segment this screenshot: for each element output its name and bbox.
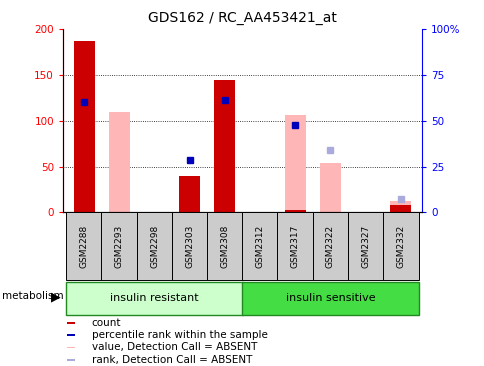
Text: GSM2293: GSM2293 bbox=[115, 224, 123, 268]
Bar bbox=[390, 201, 410, 212]
Text: GSM2308: GSM2308 bbox=[220, 224, 229, 268]
Text: insulin sensitive: insulin sensitive bbox=[285, 292, 375, 303]
Bar bbox=[101, 212, 137, 280]
Bar bbox=[242, 212, 277, 280]
Bar bbox=[312, 212, 348, 280]
Bar bbox=[136, 212, 172, 280]
Bar bbox=[66, 334, 76, 336]
Bar bbox=[66, 347, 76, 348]
Text: ▶: ▶ bbox=[51, 290, 60, 303]
Text: GSM2322: GSM2322 bbox=[325, 225, 334, 268]
Text: value, Detection Call = ABSENT: value, Detection Call = ABSENT bbox=[91, 343, 257, 352]
Bar bbox=[284, 210, 305, 212]
Bar bbox=[66, 359, 76, 361]
Title: GDS162 / RC_AA453421_at: GDS162 / RC_AA453421_at bbox=[148, 11, 336, 26]
Text: insulin resistant: insulin resistant bbox=[110, 292, 198, 303]
Bar bbox=[284, 115, 305, 212]
Bar bbox=[179, 176, 200, 212]
Bar bbox=[74, 41, 94, 212]
Text: count: count bbox=[91, 318, 121, 328]
Bar bbox=[382, 212, 418, 280]
Bar bbox=[66, 322, 76, 324]
Bar bbox=[347, 212, 383, 280]
Text: rank, Detection Call = ABSENT: rank, Detection Call = ABSENT bbox=[91, 355, 252, 365]
Text: metabolism: metabolism bbox=[2, 291, 64, 302]
Bar bbox=[108, 112, 130, 212]
Bar bbox=[214, 80, 235, 212]
Text: GSM2312: GSM2312 bbox=[255, 224, 264, 268]
Bar bbox=[390, 205, 410, 212]
Bar bbox=[242, 282, 418, 315]
Bar bbox=[66, 212, 102, 280]
Text: GSM2327: GSM2327 bbox=[361, 224, 369, 268]
Text: GSM2317: GSM2317 bbox=[290, 224, 299, 268]
Text: GSM2298: GSM2298 bbox=[150, 224, 159, 268]
Bar bbox=[277, 212, 313, 280]
Text: GSM2303: GSM2303 bbox=[185, 224, 194, 268]
Bar bbox=[207, 212, 242, 280]
Text: GSM2288: GSM2288 bbox=[79, 224, 89, 268]
Bar bbox=[171, 212, 207, 280]
Bar bbox=[66, 282, 242, 315]
Text: percentile rank within the sample: percentile rank within the sample bbox=[91, 330, 267, 340]
Bar bbox=[319, 163, 340, 212]
Text: GSM2332: GSM2332 bbox=[395, 224, 405, 268]
